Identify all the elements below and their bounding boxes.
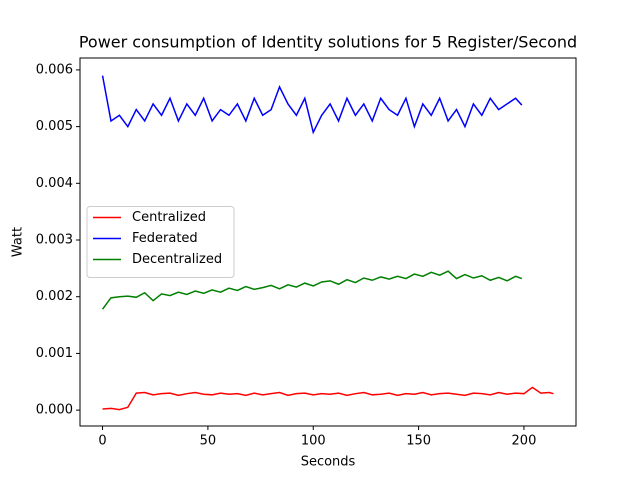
legend-label: Federated <box>132 231 198 246</box>
y-tick-label: 0.005 <box>36 119 73 134</box>
x-tick-label: 50 <box>200 434 217 449</box>
chart-title: Power consumption of Identity solutions … <box>79 33 577 52</box>
x-tick-label: 150 <box>406 434 431 449</box>
y-tick-label: 0.003 <box>36 233 73 248</box>
legend-box <box>86 206 235 278</box>
y-tick-label: 0.002 <box>36 289 73 304</box>
y-tick-label: 0.001 <box>36 346 73 361</box>
legend-label: Centralized <box>132 210 206 225</box>
legend-label: Decentralized <box>132 252 222 267</box>
y-tick-label: 0.000 <box>36 403 73 418</box>
y-tick-label: 0.004 <box>36 176 73 191</box>
series-line <box>101 75 523 135</box>
y-tick-label: 0.006 <box>36 62 73 77</box>
plot-frame <box>79 57 577 427</box>
y-axis-label: Watt <box>11 227 26 257</box>
x-tick-label: 0 <box>98 434 106 449</box>
x-axis-label: Seconds <box>301 455 356 470</box>
series-line <box>102 386 554 411</box>
series-line <box>101 270 523 310</box>
x-tick-label: 100 <box>301 434 326 449</box>
legend: Centralized Federated Decentralized <box>86 206 235 278</box>
x-tick-label: 200 <box>512 434 537 449</box>
